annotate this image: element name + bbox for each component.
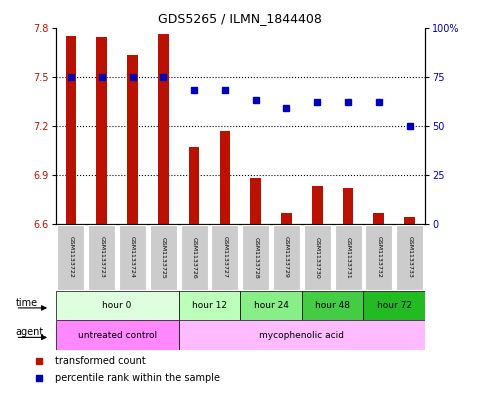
- Text: time: time: [15, 298, 38, 308]
- Bar: [242, 225, 269, 290]
- Bar: [273, 225, 300, 290]
- Text: GSM1133730: GSM1133730: [315, 237, 320, 278]
- Bar: [181, 225, 208, 290]
- Bar: [396, 225, 423, 290]
- Bar: [56, 291, 179, 320]
- Bar: [179, 320, 425, 350]
- Text: hour 48: hour 48: [315, 301, 350, 310]
- Bar: [373, 213, 384, 224]
- Bar: [312, 186, 323, 224]
- Title: GDS5265 / ILMN_1844408: GDS5265 / ILMN_1844408: [158, 12, 322, 25]
- Bar: [404, 217, 415, 224]
- Text: hour 24: hour 24: [254, 301, 288, 310]
- Bar: [304, 225, 331, 290]
- Bar: [335, 225, 362, 290]
- Text: GSM1133731: GSM1133731: [345, 237, 351, 278]
- Bar: [364, 291, 425, 320]
- Text: GSM1133722: GSM1133722: [69, 237, 73, 278]
- Text: GSM1133727: GSM1133727: [222, 237, 227, 278]
- Bar: [342, 188, 354, 224]
- Bar: [119, 225, 146, 290]
- Text: untreated control: untreated control: [78, 331, 156, 340]
- Bar: [56, 320, 179, 350]
- Text: transformed count: transformed count: [55, 356, 146, 366]
- Bar: [365, 225, 392, 290]
- Text: GSM1133724: GSM1133724: [130, 237, 135, 278]
- Text: GSM1133723: GSM1133723: [99, 237, 104, 278]
- Text: agent: agent: [15, 327, 44, 337]
- Bar: [88, 225, 115, 290]
- Text: hour 72: hour 72: [377, 301, 412, 310]
- Text: hour 0: hour 0: [102, 301, 132, 310]
- Text: hour 12: hour 12: [192, 301, 227, 310]
- Bar: [241, 291, 302, 320]
- Bar: [57, 225, 85, 290]
- Bar: [281, 213, 292, 224]
- Bar: [179, 291, 240, 320]
- Text: GSM1133726: GSM1133726: [192, 237, 197, 278]
- Bar: [150, 225, 177, 290]
- Bar: [250, 178, 261, 224]
- Text: GSM1133732: GSM1133732: [376, 237, 382, 278]
- Bar: [96, 37, 107, 224]
- Text: GSM1133728: GSM1133728: [253, 237, 258, 278]
- Bar: [158, 34, 169, 224]
- Bar: [219, 130, 230, 224]
- Bar: [189, 147, 199, 224]
- Bar: [302, 291, 364, 320]
- Text: mycophenolic acid: mycophenolic acid: [259, 331, 344, 340]
- Text: GSM1133733: GSM1133733: [407, 237, 412, 278]
- Bar: [212, 225, 239, 290]
- Bar: [127, 55, 138, 224]
- Bar: [66, 36, 76, 224]
- Text: GSM1133725: GSM1133725: [161, 237, 166, 278]
- Text: GSM1133729: GSM1133729: [284, 237, 289, 278]
- Text: percentile rank within the sample: percentile rank within the sample: [55, 373, 220, 383]
